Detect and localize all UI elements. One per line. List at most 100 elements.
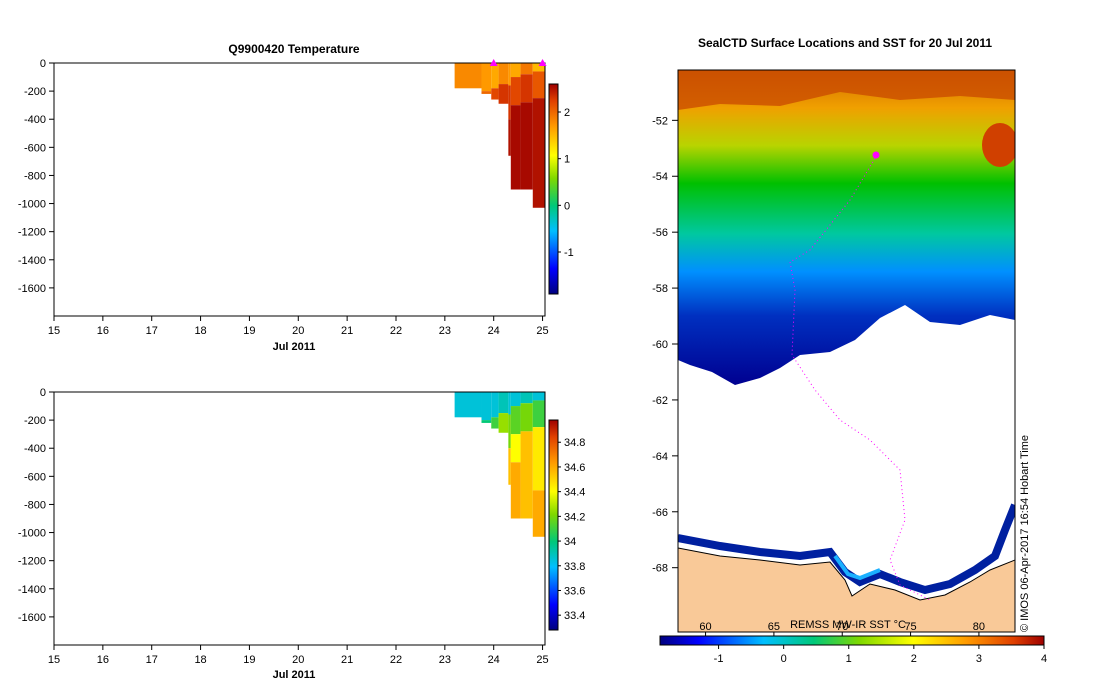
x-tick-label: 22 — [390, 325, 402, 337]
profile-5-layer-1 — [510, 77, 521, 106]
surface-marker — [538, 59, 547, 66]
profile-7-layer-0 — [532, 392, 545, 401]
land-antarctica — [678, 547, 1015, 632]
profile-2-layer-0 — [491, 392, 499, 418]
y-tick-label: -200 — [24, 415, 46, 427]
salinity-profile-cells — [454, 392, 545, 537]
profile-4-layer-0 — [508, 63, 511, 86]
seal-track — [789, 154, 931, 601]
salinity-colorbar-ticks: 34.8 34.6 34.4 34.2 34 33.8 33.6 33.4 — [558, 437, 585, 622]
profile-0-layer-0 — [454, 392, 482, 418]
y-tick-label: -800 — [24, 170, 46, 182]
imos-credit: © IMOS 06-Apr-2017 16:54 Hobart Time — [1019, 435, 1031, 632]
x-tick-label: 17 — [146, 654, 158, 666]
x-tick-label: 16 — [97, 325, 109, 337]
temperature-colorbar — [548, 83, 559, 295]
sst-map-chart: SealCTD Surface Locations and SST for 20… — [652, 36, 1047, 665]
temperature-x-axis-label: Jul 2011 — [273, 341, 316, 353]
colorbar-tick-label: -1 — [564, 247, 574, 259]
salinity-y-ticks: 0 -200 -400 -600 -800 -1000 -1200 -1400 -1600 — [18, 387, 54, 624]
profile-4-layer-2 — [508, 448, 511, 485]
temperature-plot-frame — [53, 62, 546, 317]
profile-5-layer-2 — [510, 105, 521, 190]
temperature-colorbar-ticks: 2 1 0 -1 — [558, 107, 574, 259]
y-tick-label: 0 — [40, 58, 46, 70]
profile-7-layer-2 — [532, 427, 545, 491]
latitude-tick-label: -68 — [652, 563, 668, 575]
profile-7-layer-0 — [532, 63, 545, 72]
y-tick-label: -200 — [24, 86, 46, 98]
colorbar-tick-label: 34.6 — [564, 462, 585, 474]
profile-2-layer-0 — [491, 63, 499, 89]
latitude-tick-label: -54 — [652, 171, 668, 183]
profile-1-layer-1 — [481, 420, 492, 423]
profile-1-layer-0 — [481, 392, 492, 421]
profile-5-layer-2 — [510, 434, 521, 463]
salinity-plot-frame — [53, 391, 546, 646]
profile-6-layer-2 — [520, 431, 533, 519]
salinity-colorbar — [548, 419, 559, 631]
y-tick-label: -1200 — [18, 556, 46, 568]
x-tick-label: 15 — [48, 325, 60, 337]
fahrenheit-tick-label: 60 — [699, 621, 711, 633]
x-tick-label: 19 — [243, 654, 255, 666]
temperature-section-chart: Q9900420 Temperature 0 -200 -400 -600 -800 -1… — [18, 42, 574, 353]
sst-map-latitude-ticks: -52 -54 -56 -58 -60 -62 -64 -66 -68 — [652, 115, 678, 575]
celsius-tick-label: 0 — [781, 653, 787, 665]
y-tick-label: -1600 — [18, 612, 46, 624]
profile-7-layer-1 — [532, 400, 545, 428]
profile-4-layer-1 — [508, 414, 511, 449]
salinity-x-ticks: 15 16 17 18 19 20 21 22 23 24 25 — [48, 645, 549, 666]
y-tick-label: 0 — [40, 387, 46, 399]
x-tick-label: 19 — [243, 325, 255, 337]
x-tick-label: 25 — [536, 325, 548, 337]
coastal-ice-edge-sst — [678, 503, 1015, 595]
y-tick-label: -1200 — [18, 227, 46, 239]
sst-colorbar-ticks: -1 0 1 2 3 4 60 65 70 75 80 — [699, 621, 1047, 665]
x-tick-label: 18 — [194, 325, 206, 337]
coastal-warm-strip — [833, 554, 881, 581]
x-tick-label: 20 — [292, 654, 304, 666]
profile-7-layer-1 — [532, 71, 545, 99]
profile-4-layer-0 — [508, 392, 511, 415]
profile-4-layer-1 — [508, 85, 511, 120]
latitude-tick-label: -52 — [652, 115, 668, 127]
colorbar-tick-label: 0 — [564, 200, 570, 212]
profile-3-layer-1 — [498, 413, 509, 433]
salinity-x-axis-label: Jul 2011 — [273, 669, 316, 681]
sst-map-content — [678, 70, 1015, 632]
latitude-tick-label: -62 — [652, 395, 668, 407]
profile-6-layer-0 — [520, 392, 533, 404]
x-tick-label: 20 — [292, 325, 304, 337]
profile-6-layer-0 — [520, 63, 533, 75]
x-tick-label: 22 — [390, 654, 402, 666]
latitude-tick-label: -58 — [652, 283, 668, 295]
profile-5-layer-0 — [510, 63, 521, 78]
profile-7-layer-3 — [532, 490, 545, 537]
y-tick-label: -800 — [24, 499, 46, 511]
profile-3-layer-0 — [498, 63, 509, 85]
colorbar-tick-label: 1 — [564, 154, 570, 166]
profile-4-layer-2 — [508, 119, 511, 156]
sea-surface-temperature-field — [678, 70, 1015, 385]
sst-colorbar-label: REMSS MW-IR SST °C — [790, 619, 906, 631]
profile-5-layer-1 — [510, 406, 521, 435]
colorbar-tick-label: 2 — [564, 107, 570, 119]
salinity-section-chart: 0 -200 -400 -600 -800 -1000 -1200 -1400 -1600 15… — [18, 387, 586, 681]
x-tick-label: 24 — [488, 325, 500, 337]
profile-3-layer-0 — [498, 392, 509, 414]
celsius-tick-label: 3 — [976, 653, 982, 665]
profile-6-layer-2 — [520, 102, 533, 190]
profile-2-layer-1 — [491, 417, 499, 429]
celsius-tick-label: 2 — [911, 653, 917, 665]
x-tick-label: 21 — [341, 654, 353, 666]
colorbar-tick-label: 33.6 — [564, 585, 585, 597]
colorbar-tick-label: 34.2 — [564, 511, 585, 523]
temperature-x-ticks: 15 16 17 18 19 20 21 22 23 24 25 — [48, 316, 549, 337]
profile-1-layer-0 — [481, 63, 492, 92]
x-tick-label: 18 — [194, 654, 206, 666]
x-tick-label: 17 — [146, 325, 158, 337]
x-tick-label: 15 — [48, 654, 60, 666]
temperature-profile-cells — [454, 63, 545, 208]
